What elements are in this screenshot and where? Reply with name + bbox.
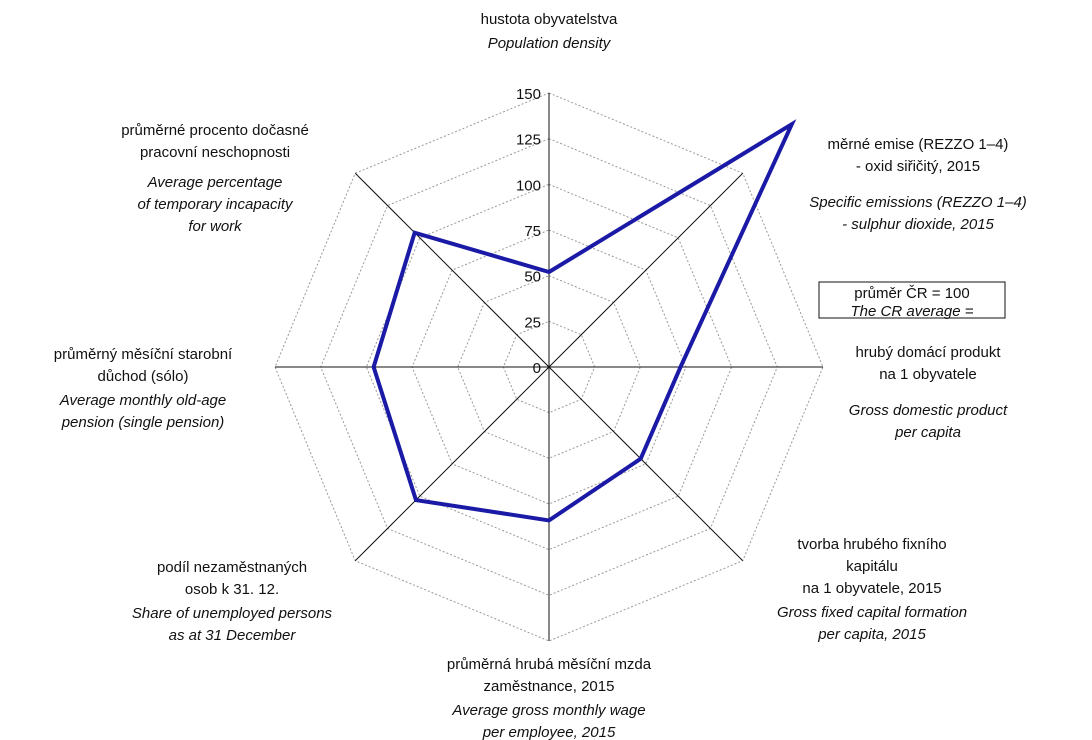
category-label: - oxid siřičitý, 2015 bbox=[856, 158, 980, 175]
radar-line bbox=[371, 119, 797, 523]
category-label: na 1 obyvatele bbox=[879, 366, 977, 383]
axis-line bbox=[548, 172, 744, 368]
axis-line bbox=[354, 172, 550, 368]
category-label-en: Share of unemployed persons bbox=[132, 605, 333, 622]
y-tick-label: 50 bbox=[524, 269, 541, 286]
category-label: měrné emise (REZZO 1–4) bbox=[828, 136, 1009, 153]
category-label-en: Gross fixed capital formation bbox=[777, 604, 967, 621]
y-tick-label: 25 bbox=[524, 314, 541, 331]
legend-box bbox=[818, 281, 1006, 319]
category-label: hustota obyvatelstva bbox=[481, 11, 618, 28]
y-tick-label: 75 bbox=[524, 223, 541, 240]
category-label-en: for work bbox=[188, 218, 243, 235]
category-label: průměrná hrubá měsíční mzda bbox=[447, 656, 652, 673]
legend-line: The CR average = bbox=[851, 303, 974, 320]
category-label-en: - sulphur dioxide, 2015 bbox=[842, 216, 994, 233]
y-tick-label: 150 bbox=[516, 86, 541, 103]
category-label-en: as at 31 December bbox=[169, 627, 297, 644]
category-label: osob k 31. 12. bbox=[185, 581, 279, 598]
legend-line: průměr ČR = 100 bbox=[854, 285, 969, 302]
category-label: zaměstnance, 2015 bbox=[484, 678, 615, 695]
y-tick-label: 0 bbox=[533, 360, 541, 377]
category-label-en: of temporary incapacity bbox=[137, 196, 294, 213]
category-label-en: pension (single pension) bbox=[61, 414, 225, 431]
category-label-en: per capita, 2015 bbox=[817, 626, 926, 643]
category-label-en: Population density bbox=[488, 35, 612, 52]
category-label-en: Specific emissions (REZZO 1–4) bbox=[809, 194, 1027, 211]
axis-line bbox=[548, 366, 744, 562]
category-label: hrubý domácí produkt bbox=[855, 344, 1001, 361]
category-label-en: Average gross monthly wage bbox=[451, 702, 645, 719]
axis-line bbox=[354, 366, 550, 562]
category-label-en: Average monthly old-age bbox=[59, 392, 227, 409]
grid-line bbox=[457, 275, 641, 459]
category-label-en: Average percentage bbox=[147, 174, 283, 191]
y-tick-label: 100 bbox=[516, 177, 541, 194]
category-label: pracovní neschopnosti bbox=[140, 144, 290, 161]
category-label-en: Gross domestic product bbox=[849, 402, 1008, 419]
category-label: průměrný měsíční starobní bbox=[54, 346, 233, 363]
category-label: podíl nezaměstnaných bbox=[157, 559, 307, 576]
category-label: tvorba hrubého fixního bbox=[797, 536, 946, 553]
category-label: průměrné procento dočasné bbox=[121, 122, 309, 139]
category-label: na 1 obyvatele, 2015 bbox=[802, 580, 941, 597]
y-tick-label: 125 bbox=[516, 132, 541, 149]
category-label: důchod (sólo) bbox=[98, 368, 189, 385]
category-label-en: per employee, 2015 bbox=[482, 724, 616, 740]
grid-line bbox=[320, 138, 778, 596]
category-label: kapitálu bbox=[846, 558, 898, 575]
grid-line bbox=[502, 320, 596, 414]
category-label-en: per capita bbox=[894, 424, 961, 441]
